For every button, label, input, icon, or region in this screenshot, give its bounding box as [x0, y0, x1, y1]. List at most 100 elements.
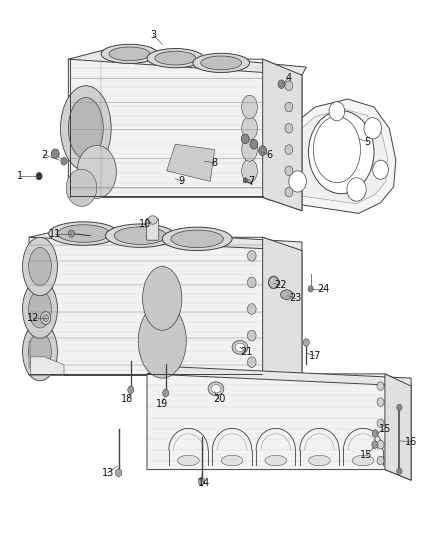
Polygon shape: [385, 374, 411, 480]
Ellipse shape: [143, 266, 182, 330]
Text: 7: 7: [249, 176, 255, 187]
Text: 24: 24: [318, 284, 330, 294]
Text: 3: 3: [150, 30, 156, 41]
Circle shape: [308, 286, 313, 292]
Ellipse shape: [309, 455, 330, 466]
Ellipse shape: [232, 341, 248, 354]
Circle shape: [285, 102, 293, 112]
Circle shape: [68, 230, 74, 237]
Circle shape: [247, 251, 256, 261]
Polygon shape: [166, 144, 215, 181]
Circle shape: [268, 276, 279, 289]
Ellipse shape: [201, 56, 242, 70]
Text: 19: 19: [156, 399, 168, 409]
Text: 18: 18: [121, 394, 134, 405]
Circle shape: [377, 419, 384, 427]
Polygon shape: [268, 109, 388, 204]
Text: 10: 10: [139, 219, 151, 229]
Ellipse shape: [22, 237, 57, 296]
Circle shape: [303, 339, 309, 346]
Text: 14: 14: [198, 479, 210, 488]
Text: 2: 2: [41, 150, 47, 160]
Ellipse shape: [22, 322, 57, 381]
Circle shape: [278, 80, 285, 88]
Ellipse shape: [281, 290, 293, 300]
Polygon shape: [147, 367, 411, 386]
Ellipse shape: [109, 47, 150, 61]
Ellipse shape: [138, 304, 186, 378]
Polygon shape: [198, 477, 205, 486]
Circle shape: [372, 430, 378, 437]
Ellipse shape: [281, 290, 293, 300]
Ellipse shape: [162, 227, 232, 251]
Circle shape: [128, 386, 134, 393]
Ellipse shape: [155, 51, 196, 65]
Text: 1: 1: [17, 171, 23, 181]
Ellipse shape: [242, 117, 258, 140]
Polygon shape: [263, 237, 302, 389]
Ellipse shape: [28, 290, 51, 328]
Ellipse shape: [235, 343, 245, 351]
Ellipse shape: [68, 98, 103, 159]
Text: 6: 6: [266, 150, 272, 160]
Text: 11: 11: [49, 229, 61, 239]
Circle shape: [285, 124, 293, 133]
Ellipse shape: [313, 116, 360, 183]
Polygon shape: [68, 59, 302, 211]
Circle shape: [259, 146, 267, 156]
Ellipse shape: [22, 280, 57, 338]
Ellipse shape: [208, 382, 224, 395]
Ellipse shape: [193, 53, 250, 72]
Circle shape: [372, 441, 378, 448]
Polygon shape: [68, 49, 306, 75]
Ellipse shape: [60, 86, 111, 171]
Circle shape: [347, 177, 366, 201]
Ellipse shape: [101, 44, 158, 63]
Ellipse shape: [57, 225, 110, 243]
Text: 15: 15: [379, 424, 391, 434]
Ellipse shape: [66, 169, 97, 206]
Circle shape: [43, 314, 49, 321]
Text: 22: 22: [274, 280, 286, 290]
Text: 15: 15: [360, 450, 373, 460]
Ellipse shape: [148, 216, 157, 224]
Circle shape: [243, 177, 247, 183]
Text: 23: 23: [289, 293, 302, 303]
Circle shape: [377, 440, 384, 449]
Circle shape: [247, 277, 256, 288]
Circle shape: [377, 456, 384, 465]
Circle shape: [373, 160, 389, 179]
Ellipse shape: [77, 146, 117, 198]
Circle shape: [269, 277, 279, 288]
Circle shape: [285, 81, 293, 91]
Text: 8: 8: [212, 158, 218, 168]
Circle shape: [40, 312, 51, 325]
Circle shape: [247, 357, 256, 368]
Ellipse shape: [242, 138, 258, 161]
Circle shape: [397, 404, 402, 410]
Ellipse shape: [352, 455, 374, 466]
Ellipse shape: [221, 455, 243, 466]
Polygon shape: [263, 59, 302, 211]
Text: 21: 21: [240, 346, 252, 357]
Ellipse shape: [28, 247, 51, 286]
Circle shape: [377, 398, 384, 406]
Circle shape: [250, 140, 258, 149]
Ellipse shape: [308, 111, 374, 193]
Circle shape: [51, 149, 59, 159]
Ellipse shape: [171, 230, 223, 248]
Text: 16: 16: [405, 437, 417, 447]
Text: 17: 17: [309, 351, 321, 361]
Ellipse shape: [28, 333, 51, 370]
Circle shape: [329, 102, 345, 121]
Polygon shape: [261, 99, 396, 213]
Text: 9: 9: [179, 176, 185, 187]
Ellipse shape: [106, 224, 175, 247]
Circle shape: [397, 468, 402, 474]
Circle shape: [247, 304, 256, 314]
Text: 20: 20: [213, 394, 225, 405]
Ellipse shape: [211, 385, 221, 393]
Text: 4: 4: [286, 73, 292, 83]
Circle shape: [36, 172, 42, 180]
Text: 13: 13: [102, 468, 114, 478]
